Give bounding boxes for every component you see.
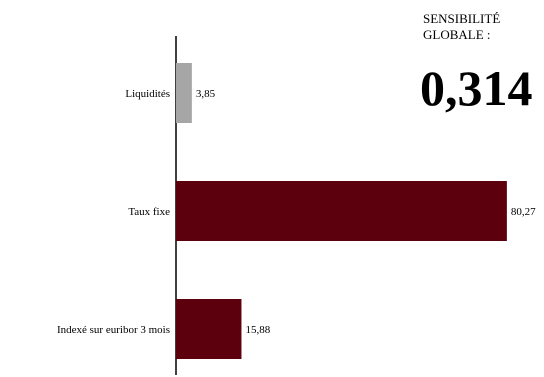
category-label-1: Taux fixe — [128, 206, 170, 218]
bar-0 — [176, 63, 192, 123]
category-label-2: Indexé sur euribor 3 mois — [57, 324, 170, 336]
bar-2 — [176, 299, 242, 359]
category-label-0: Liquidités — [125, 88, 170, 100]
bars-group — [176, 63, 507, 359]
bar-1 — [176, 181, 507, 241]
value-label-1: 80,27 — [511, 206, 536, 218]
sensitivity-value: 0,314 — [420, 60, 533, 116]
sensitivity-label: SENSIBILITÉ GLOBALE : — [423, 11, 501, 42]
labels-group: Liquidités 3,85 Taux fixe 80,27 Indexé sur e… — [57, 88, 536, 336]
value-label-0: 3,85 — [196, 88, 216, 100]
value-label-2: 15,88 — [245, 324, 270, 336]
